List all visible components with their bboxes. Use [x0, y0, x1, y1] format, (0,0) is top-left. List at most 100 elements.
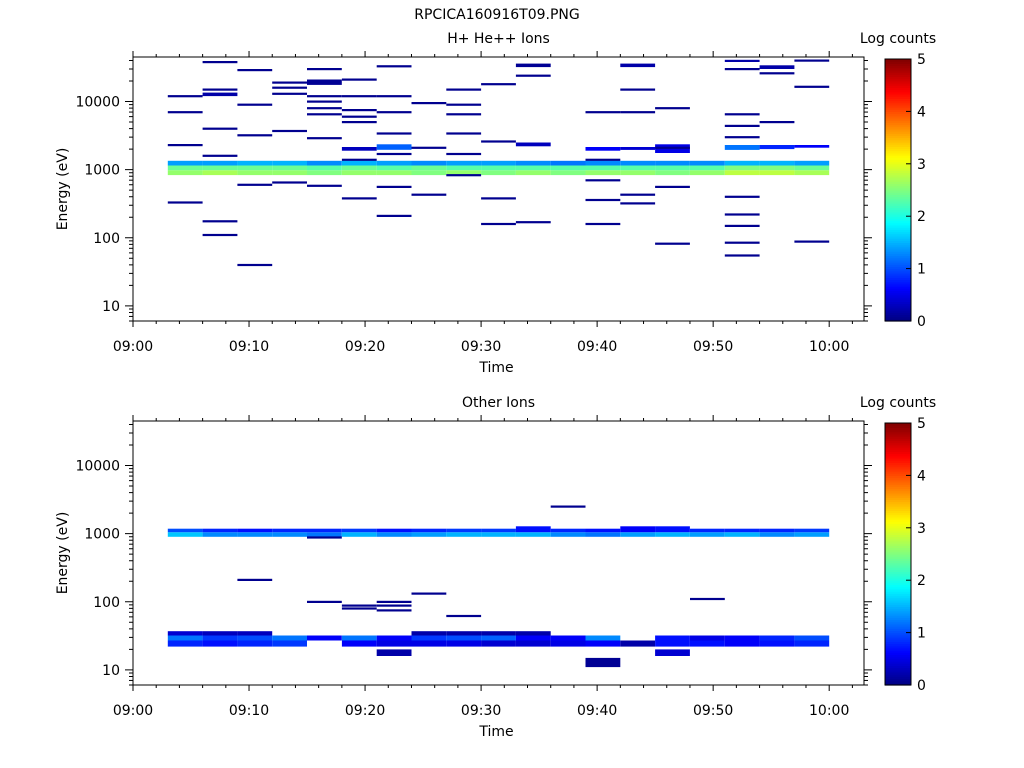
heatmap-cell — [167, 532, 203, 537]
heatmap-cells — [167, 59, 830, 267]
panel-title: H+ He++ Ions — [447, 31, 550, 47]
colorbar-segment — [885, 307, 911, 311]
heatmap-cell — [411, 640, 447, 647]
heatmap-line — [481, 83, 516, 86]
heatmap-line — [341, 607, 377, 610]
heatmap-line — [237, 103, 273, 106]
heatmap-line — [585, 111, 621, 114]
colorbar-segment — [885, 540, 911, 544]
colorbar-segment — [885, 497, 911, 501]
heatmap-cell — [515, 640, 551, 647]
colorbar-segment — [885, 560, 911, 564]
heatmap-cell — [585, 640, 621, 647]
colorbar-tick-label: 3 — [917, 521, 926, 537]
colorbar-segment — [885, 663, 911, 666]
heatmap-line — [272, 129, 307, 133]
heatmap-line — [376, 600, 412, 603]
colorbar-segment — [885, 318, 911, 322]
heatmap-cell — [724, 635, 760, 641]
heatmap-cell — [759, 160, 795, 166]
heatmap-cell — [550, 640, 586, 647]
heatmap-line — [411, 102, 447, 105]
colorbar-segment — [885, 135, 911, 139]
y-tick-label: 100 — [93, 595, 120, 611]
colorbar-segment — [885, 630, 911, 634]
colorbar-segment — [885, 571, 911, 575]
colorbar-segment — [885, 174, 911, 178]
heatmap-cell — [307, 532, 342, 537]
heatmap-cell — [307, 635, 342, 641]
x-tick-label: 09:30 — [461, 339, 501, 355]
colorbar-segment — [885, 165, 911, 169]
colorbar-segment — [885, 606, 911, 610]
heatmap-cell — [515, 160, 551, 166]
colorbar-segment — [885, 674, 911, 677]
heatmap-cell — [411, 170, 447, 176]
colorbar-segment — [885, 650, 911, 653]
colorbar-segment — [885, 257, 911, 261]
colorbar-segment — [885, 466, 911, 470]
heatmap-cell — [272, 635, 307, 641]
heatmap-cell — [655, 649, 690, 656]
colorbar-segment — [885, 667, 911, 671]
colorbar-segment — [885, 626, 911, 629]
colorbar-segment — [885, 582, 911, 586]
heatmap-line — [237, 263, 273, 267]
heatmap-cell — [237, 640, 273, 647]
heatmap-cell — [411, 165, 447, 171]
x-tick-label: 09:00 — [113, 339, 153, 355]
colorbar-segment — [885, 67, 911, 71]
colorbar-segment — [885, 652, 911, 656]
colorbar-tick-label: 5 — [917, 52, 926, 68]
heatmap-cell — [690, 635, 725, 641]
colorbar-segment — [885, 569, 911, 573]
colorbar-segment — [885, 248, 911, 252]
heatmap-line — [724, 124, 760, 127]
colorbar-segment — [885, 168, 911, 171]
colorbar-segment — [885, 453, 911, 457]
colorbar-segment — [885, 556, 911, 559]
heatmap-line — [307, 95, 342, 98]
colorbar-segment — [885, 126, 911, 130]
colorbar-segment — [885, 584, 911, 588]
heatmap-cell — [550, 160, 586, 166]
colorbar-segment — [885, 104, 911, 108]
heatmap-cell — [411, 635, 447, 641]
colorbar-segment — [885, 124, 911, 128]
heatmap-cell — [759, 532, 795, 537]
colorbar-segment — [885, 246, 911, 250]
heatmap-cell — [272, 640, 307, 647]
heatmap-cell — [167, 631, 203, 636]
heatmap-line — [167, 111, 203, 114]
heatmap-line — [341, 604, 377, 607]
colorbar-segment — [885, 83, 911, 86]
heatmap-cell — [376, 165, 412, 171]
colorbar-segment — [885, 433, 911, 437]
colorbar-segment — [885, 641, 911, 645]
colorbar-segment — [885, 190, 911, 193]
heatmap-cell — [794, 640, 830, 647]
colorbar-tick-label: 0 — [917, 314, 926, 330]
heatmap-line — [307, 100, 342, 103]
heatmap-line — [237, 134, 273, 137]
heatmap-cell — [759, 170, 795, 176]
heatmap-cell — [655, 170, 690, 176]
heatmap-cell — [690, 528, 725, 533]
heatmap-line — [272, 86, 307, 89]
heatmap-line — [446, 132, 482, 135]
x-tick-label: 09:10 — [229, 703, 269, 719]
heatmap-cell — [724, 640, 760, 647]
colorbar-segment — [885, 573, 911, 577]
heatmap-line — [237, 578, 273, 581]
heatmap-cell — [341, 532, 377, 537]
heatmap-cell — [237, 165, 273, 171]
colorbar-segment — [885, 460, 911, 463]
colorbar-segment — [885, 495, 911, 498]
heatmap-cell — [202, 640, 238, 647]
colorbar-segment — [885, 91, 911, 95]
colorbar-segment — [885, 179, 911, 182]
colorbar-segment — [885, 488, 911, 492]
heatmap-cell — [202, 635, 238, 641]
heatmap-line — [376, 152, 412, 156]
colorbar-segment — [885, 643, 911, 647]
